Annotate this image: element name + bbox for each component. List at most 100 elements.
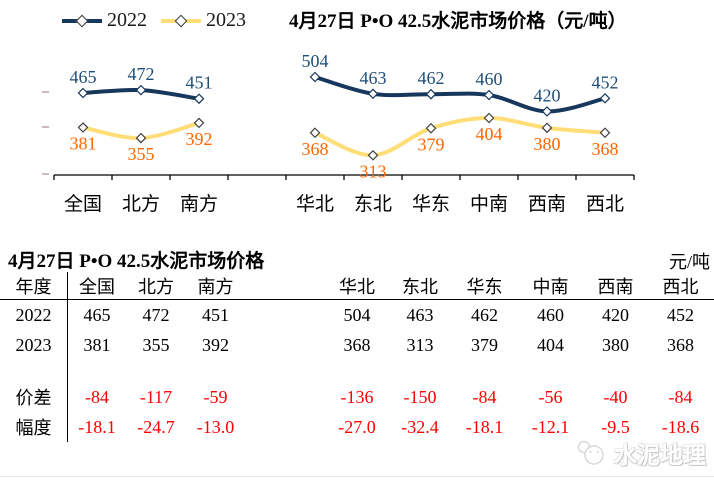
legend-line-icon (161, 14, 201, 27)
data-marker-icon (425, 88, 437, 100)
data-marker-icon (367, 149, 379, 161)
table-cell: -13.0 (196, 416, 235, 437)
table-cell (326, 360, 388, 382)
value-label-2023: 368 (592, 139, 619, 159)
value-label-2022: 452 (592, 72, 619, 92)
legend-diamond-marker-icon (174, 14, 188, 27)
table-cell: -84 (668, 386, 693, 407)
table-cell: 380 (602, 334, 629, 355)
table-header-cell: 东北 (388, 272, 452, 300)
table-cell: 368 (343, 334, 371, 355)
table-cell: 368 (667, 334, 694, 355)
value-label-2022: 463 (360, 68, 387, 88)
table-row-label (0, 360, 68, 382)
table-header-cell: 中南 (517, 272, 584, 300)
table-cell: -117 (139, 386, 173, 407)
table-cell: -18.1 (78, 416, 116, 437)
data-marker-icon (193, 93, 205, 105)
table-cell: 355 (142, 334, 170, 355)
category-label: 中南 (470, 193, 508, 215)
series-line-2023 (313, 115, 607, 158)
table-cell: 463 (406, 304, 434, 325)
value-label-2023: 381 (70, 133, 97, 153)
value-label-2023: 368 (302, 139, 329, 159)
table-cell (647, 360, 714, 382)
data-marker-icon (77, 87, 89, 99)
table-cell (186, 360, 245, 382)
table-cell: -32.4 (401, 416, 439, 437)
table-cell: -18.1 (465, 416, 504, 437)
category-label: 西北 (586, 193, 624, 215)
table-row-label: 2023 (0, 330, 68, 360)
table-cell: -84 (472, 386, 497, 407)
data-marker-icon (599, 92, 611, 104)
category-label: 西南 (528, 193, 566, 215)
table-cell (452, 360, 517, 382)
value-label-2022: 451 (186, 73, 213, 93)
table-cell: 392 (202, 334, 229, 355)
category-label: 东北 (354, 193, 392, 215)
table-cell: 472 (142, 304, 170, 325)
value-label-2022: 465 (70, 67, 97, 87)
legend-item-2023: 2023 (161, 9, 246, 32)
data-marker-icon (309, 127, 321, 139)
category-label: 华北 (296, 193, 334, 215)
bottom-divider (0, 476, 714, 477)
table-cell: -84 (85, 386, 109, 407)
table-header-cell: 西北 (647, 272, 714, 300)
data-marker-icon (541, 122, 553, 134)
table-cell: 452 (667, 304, 694, 325)
legend: 2022 2023 (62, 9, 246, 32)
data-marker-icon (135, 84, 147, 96)
table-cell (517, 360, 584, 382)
legend-diamond-marker-icon (75, 14, 89, 27)
table-cell: 313 (406, 334, 434, 355)
table-header-cell: 华北 (326, 272, 388, 300)
table-cell: -9.5 (601, 416, 630, 437)
table-cell: 465 (83, 304, 111, 325)
table-row-label: 2022 (0, 300, 68, 330)
table-cell: -18.6 (661, 416, 700, 437)
value-label-2023: 404 (476, 124, 503, 144)
data-marker-icon (309, 71, 321, 83)
watermark-label: 水泥地理 (614, 443, 706, 468)
table-row-label: 幅度 (0, 412, 68, 442)
value-label-2023: 355 (128, 144, 155, 164)
value-label-2023: 380 (534, 134, 561, 154)
panda-icon (577, 440, 604, 465)
table-header-cell (245, 272, 326, 300)
legend-item-2022: 2022 (62, 9, 147, 32)
price-chart-svg: 465 472 451 504 463 462 460 420 452 381 355 392 368 3… (42, 51, 635, 215)
legend-label: 2022 (107, 9, 147, 31)
value-label-2022: 462 (418, 68, 445, 88)
category-label: 北方 (122, 193, 160, 215)
price-table: 年度 全国 北方 南方 华北 东北 华东 中南 西南 西北 2022 465 472 451 504 463 4… (0, 272, 714, 442)
value-label-2023: 379 (418, 134, 445, 154)
table-cell: -150 (403, 386, 437, 407)
value-label-2022: 420 (534, 85, 561, 105)
legend-line-icon (62, 14, 102, 27)
category-label: 全国 (64, 193, 102, 215)
table-cell: 379 (471, 334, 498, 355)
table-cell: 404 (537, 334, 564, 355)
table-unit-label: 元/吨 (668, 252, 710, 272)
value-label-2022: 472 (128, 64, 155, 84)
table-header-cell: 北方 (126, 272, 186, 300)
value-label-2023: 313 (360, 161, 387, 181)
table-cell: 462 (471, 304, 498, 325)
table-title-row: 4月27日 P•O 42.5水泥市场价格 元/吨 (0, 246, 714, 272)
table-header-cell: 西南 (584, 272, 647, 300)
table-cell: 504 (343, 304, 371, 325)
table-cell (388, 360, 452, 382)
legend-label: 2023 (206, 9, 246, 31)
table-cell: -24.7 (137, 416, 175, 437)
table-cell: 420 (602, 304, 629, 325)
table-cell (126, 360, 186, 382)
table-header-cell: 南方 (186, 272, 245, 300)
table-cell: -12.1 (531, 416, 570, 437)
value-label-2022: 504 (302, 51, 329, 71)
data-marker-icon (599, 127, 611, 139)
value-label-2023: 392 (186, 129, 213, 149)
table-header-cell: 华东 (452, 272, 517, 300)
